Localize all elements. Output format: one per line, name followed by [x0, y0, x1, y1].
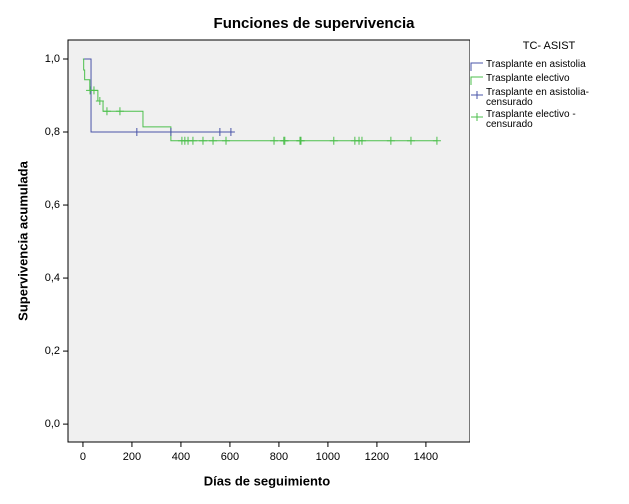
legend-swatch: [470, 62, 483, 71]
legend-item: Trasplante en asistolia: [470, 60, 628, 72]
legend-item: Trasplante electivo - censurado: [470, 110, 628, 130]
censor-mark: [166, 128, 175, 137]
censor-mark: [188, 136, 197, 145]
legend-title: TC- ASIST: [522, 40, 576, 52]
legend-swatch: [471, 91, 483, 99]
y-tick-label: 0,6: [45, 199, 60, 211]
x-tick-label: 200: [123, 451, 141, 463]
x-tick-label: 400: [172, 451, 190, 463]
legend-icon: [471, 113, 483, 121]
censor-mark: [222, 136, 231, 145]
legend-icon: [470, 62, 483, 71]
x-tick-label: 1200: [365, 451, 389, 463]
legend-label: Trasplante en asistolia- censurado: [486, 87, 590, 108]
legend: TC- ASIST Trasplante en asistolia Traspla…: [470, 40, 628, 132]
y-axis-label: Supervivencia acumulada: [15, 160, 30, 320]
survival-line: [82, 58, 231, 133]
legend-item: Trasplante electivo: [470, 74, 628, 86]
censor-mark: [215, 128, 224, 137]
censor-mark: [270, 136, 279, 145]
y-tick-label: 0,0: [45, 418, 60, 430]
censor-mark: [198, 136, 207, 145]
censor-mark: [95, 96, 104, 105]
censor-mark: [89, 86, 98, 95]
censor-mark: [357, 136, 366, 145]
y-tick-label: 0,2: [45, 345, 60, 357]
x-axis-label: Días de seguimiento: [204, 473, 330, 488]
x-tick-label: 1000: [316, 451, 340, 463]
y-tick-label: 1,0: [45, 53, 60, 65]
censor-mark: [132, 128, 141, 137]
censor-mark: [432, 136, 441, 145]
plot-area: [67, 39, 470, 443]
censor-mark: [226, 128, 235, 137]
legend-icon: [471, 91, 483, 99]
x-tick-label: 800: [270, 451, 288, 463]
x-tick-label: 600: [221, 451, 239, 463]
legend-label: Trasplante en asistolia: [486, 59, 586, 70]
legend-label: Trasplante electivo: [486, 73, 570, 84]
censor-mark: [296, 136, 305, 145]
chart-title: Funciones de supervivencia: [214, 15, 416, 32]
y-tick-label: 0,8: [45, 126, 60, 138]
censor-mark: [115, 107, 124, 116]
legend-item: Trasplante en asistolia- censurado: [470, 88, 628, 108]
x-tick-label: 0: [80, 451, 86, 463]
x-tick-label: 1400: [414, 451, 438, 463]
legend-swatch: [470, 76, 483, 85]
censor-mark: [102, 107, 111, 116]
legend-label: Trasplante electivo - censurado: [486, 109, 576, 130]
chart: Funciones de supervivencia Días de segui…: [15, 15, 470, 488]
y-tick-label: 0,4: [45, 272, 60, 284]
legend-swatch: [471, 113, 483, 121]
survival-line: [82, 58, 437, 142]
censor-mark: [280, 136, 289, 145]
censor-mark: [406, 136, 415, 145]
censor-mark: [209, 136, 218, 145]
censor-mark: [386, 136, 395, 145]
legend-icon: [470, 76, 483, 85]
censor-mark: [329, 136, 338, 145]
